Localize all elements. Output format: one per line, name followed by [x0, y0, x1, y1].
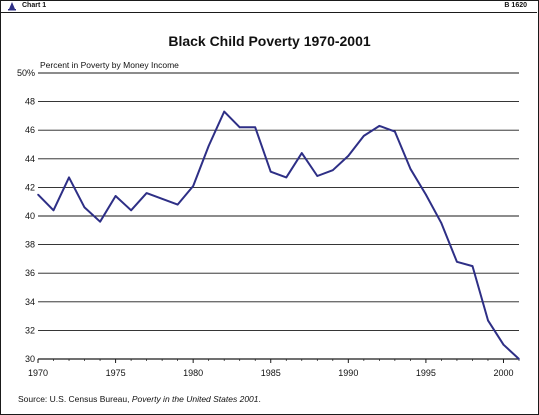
data-point: [456, 260, 458, 263]
data-point: [176, 203, 179, 206]
data-point: [145, 192, 148, 194]
data-point: [130, 209, 132, 212]
y-tick-label: 40: [25, 211, 35, 221]
data-point: [471, 265, 474, 267]
data-point: [254, 126, 257, 129]
y-axis-label: Percent in Poverty by Money Income: [40, 60, 179, 70]
data-point: [332, 169, 334, 172]
x-tick-label: 1980: [183, 368, 203, 378]
data-point: [37, 193, 39, 196]
y-tick-label: 34: [25, 297, 35, 307]
data-point: [378, 125, 381, 127]
data-point: [502, 343, 505, 346]
y-tick-label: 36: [25, 268, 35, 278]
x-tick-label: 1990: [338, 368, 358, 378]
x-tick-label: 2000: [493, 368, 513, 378]
data-point: [114, 195, 117, 197]
x-tick-label: 1985: [261, 368, 281, 378]
data-point: [394, 130, 396, 133]
data-point: [223, 110, 225, 113]
y-tick-label: 38: [25, 240, 35, 250]
series-line: [37, 110, 520, 360]
data-point: [207, 145, 210, 147]
data-point: [440, 222, 443, 224]
data-point: [99, 220, 101, 223]
data-point: [316, 175, 319, 177]
data-point: [285, 176, 288, 179]
source-suffix: .: [258, 394, 261, 404]
data-point: [238, 126, 241, 129]
data-point: [409, 168, 412, 170]
data-point: [518, 358, 520, 360]
bell-logo-icon: [8, 2, 16, 11]
y-tick-label: 44: [25, 154, 35, 164]
data-point: [425, 193, 427, 196]
x-tick-label: 1975: [106, 368, 126, 378]
x-tick-label: 1970: [28, 368, 48, 378]
source-publication: Poverty in the United States 2001: [131, 394, 259, 404]
y-tick-label: 42: [25, 182, 35, 192]
data-point: [68, 176, 70, 179]
data-point: [363, 135, 365, 137]
source-note: Source: U.S. Census Bureau, Poverty in t…: [18, 394, 261, 404]
header-bar: Chart 1 B 1620: [0, 0, 537, 13]
data-point: [300, 152, 303, 154]
y-tick-label: 48: [25, 97, 35, 107]
data-point: [192, 185, 194, 187]
y-tick-label: 32: [25, 325, 35, 335]
y-tick-label: 50%: [17, 68, 35, 78]
data-point: [161, 198, 163, 200]
data-point: [269, 170, 272, 173]
x-tick-label: 1995: [416, 368, 436, 378]
data-point: [487, 319, 489, 322]
source-prefix: Source: U.S. Census Bureau,: [18, 394, 132, 404]
data-point: [347, 155, 350, 157]
chart-number-label: Chart 1: [22, 2, 47, 9]
y-tick-label: 46: [25, 125, 35, 135]
data-point: [52, 209, 55, 212]
y-tick-label: 30: [25, 354, 35, 364]
chart-code: B 1620: [504, 2, 527, 9]
data-point: [83, 206, 86, 209]
chart-title: Black Child Poverty 1970-2001: [168, 33, 371, 49]
